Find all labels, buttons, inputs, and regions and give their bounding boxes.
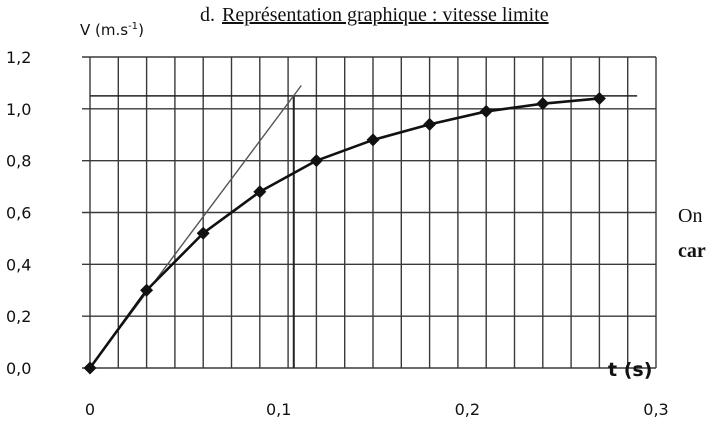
data-point	[479, 104, 493, 118]
data-point	[423, 117, 437, 131]
x-tick-label: 0,3	[643, 400, 668, 419]
data-point	[536, 97, 550, 111]
data-point	[140, 283, 154, 297]
y-tick-label: 1,0	[6, 100, 31, 119]
heading-label: d.	[200, 4, 215, 26]
y-tick-label: 0,2	[6, 307, 31, 326]
x-axis-label: t (s)	[608, 359, 652, 381]
tick-labels: 0,0 0,2 0,4 0,6 0,8 1,0 1,2 0 0,1 0,2 0,3	[6, 48, 669, 419]
y-tick-label: 0,0	[6, 359, 31, 378]
plot-lines	[88, 85, 638, 369]
series-line	[88, 97, 600, 369]
data-points	[83, 91, 606, 375]
data-point	[309, 154, 323, 168]
y-tick-label: 1,2	[6, 48, 31, 67]
y-tick-label: 0,6	[6, 204, 31, 223]
side-text-on: On	[678, 205, 702, 227]
data-point	[196, 226, 210, 240]
x-tick-label: 0,1	[266, 400, 291, 419]
heading-title: Représentation graphique : vitesse limit…	[222, 4, 549, 26]
side-text-car: car	[678, 240, 706, 262]
y-axis-label: V (m.s-1)	[80, 21, 144, 39]
data-point	[253, 185, 267, 199]
grid	[82, 56, 657, 369]
y-tick-label: 0,8	[6, 152, 31, 171]
x-tick-label: 0	[85, 400, 95, 419]
data-point	[592, 91, 606, 105]
y-tick-label: 0,4	[6, 255, 31, 274]
data-point	[366, 133, 380, 147]
data-point	[83, 361, 97, 375]
x-tick-label: 0,2	[455, 400, 480, 419]
